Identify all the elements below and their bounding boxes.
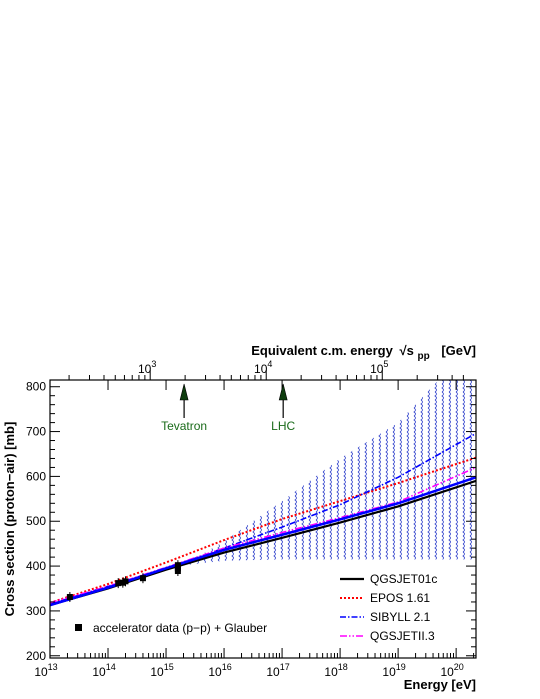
x-tick-label-base: 10 <box>324 665 338 679</box>
y-axis-ticks: 200 300 400 500 600 700 800 <box>26 380 476 663</box>
top-tick-label: 104 <box>254 359 272 376</box>
x-tick-label-exponent: 15 <box>164 662 174 672</box>
x-tick-label-base: 10 <box>150 665 164 679</box>
x-tick-label-base: 10 <box>34 665 48 679</box>
x-tick-label: 1020 <box>440 662 463 679</box>
top-tick-label-exponent: 4 <box>267 359 272 369</box>
x-axis-label: Energy [eV] <box>404 677 476 692</box>
energy-annotations: Tevatron LHC <box>161 383 296 433</box>
top-tick-label-base: 10 <box>254 362 268 376</box>
data-point <box>122 578 129 585</box>
top-axis-label: Equivalent c.m. energy √s pp [GeV] <box>251 343 476 362</box>
x-axis-ticks: 1013 1014 1015 1016 1017 1018 1019 1020 <box>34 380 475 679</box>
legend-label-qgsjetii: QGSJETII.3 <box>370 629 435 643</box>
data-point <box>174 562 181 569</box>
y-tick-label: 700 <box>26 425 46 439</box>
x-tick-label-exponent: 16 <box>222 662 232 672</box>
uncertainty-band <box>166 380 476 570</box>
uncertainty-band-layer <box>166 380 476 570</box>
x-tick-label-exponent: 17 <box>280 662 290 672</box>
top-axis-label-unit: [GeV] <box>441 343 476 358</box>
x-tick-label: 1014 <box>92 662 115 679</box>
x-tick-label-exponent: 14 <box>106 662 116 672</box>
legend-label-epos: EPOS 1.61 <box>370 591 430 605</box>
x-tick-label-base: 10 <box>266 665 280 679</box>
tevatron-label: Tevatron <box>161 419 207 433</box>
y-tick-label: 200 <box>26 649 46 663</box>
lhc-arrow-head <box>278 383 288 401</box>
top-tick-label-base: 10 <box>138 362 152 376</box>
plot-frame <box>49 379 477 659</box>
top-tick-label: 105 <box>370 359 388 376</box>
x-tick-label-exponent: 13 <box>48 662 58 672</box>
top-axis-label-prefix: Equivalent c.m. energy <box>251 343 393 358</box>
y-axis-label: Cross section (proton−air) [mb] <box>2 422 17 617</box>
top-tick-label-exponent: 3 <box>151 359 156 369</box>
x-tick-label-base: 10 <box>208 665 222 679</box>
legend: QGSJET01c EPOS 1.61 SIBYLL 2.1 QGSJETII.… <box>75 572 437 643</box>
lhc-label: LHC <box>271 419 295 433</box>
x-tick-label-exponent: 18 <box>338 662 348 672</box>
y-tick-label: 600 <box>26 469 46 483</box>
x-tick-label-base: 10 <box>92 665 106 679</box>
data-point <box>139 575 146 582</box>
legend-label-sibyll: SIBYLL 2.1 <box>370 610 431 624</box>
top-axis-label-symbol: √s <box>399 343 413 358</box>
top-axis-label-sub: pp <box>417 351 429 362</box>
x-tick-label-exponent: 19 <box>396 662 406 672</box>
top-axis-ticks: 103 104 105 <box>68 359 464 380</box>
legend-label-qgsjet01c: QGSJET01c <box>370 572 437 586</box>
legend-marker-accelerator-data <box>75 624 82 631</box>
data-point <box>115 580 122 587</box>
tevatron-arrow-head <box>179 383 189 401</box>
x-tick-label: 1016 <box>208 662 231 679</box>
x-tick-label-exponent: 20 <box>454 662 464 672</box>
x-tick-label-base: 10 <box>440 665 454 679</box>
top-tick-label: 103 <box>138 359 156 376</box>
x-tick-label: 1019 <box>382 662 405 679</box>
legend-label-accelerator-data: accelerator data (p−p) + Glauber <box>93 621 267 635</box>
x-tick-label: 1013 <box>34 662 57 679</box>
top-tick-label-base: 10 <box>370 362 384 376</box>
data-points-layer <box>66 560 181 603</box>
x-tick-label-base: 10 <box>382 665 396 679</box>
y-tick-label: 300 <box>26 604 46 618</box>
data-point <box>66 594 73 601</box>
x-tick-label: 1017 <box>266 662 289 679</box>
x-tick-label: 1015 <box>150 662 173 679</box>
y-tick-label: 500 <box>26 514 46 528</box>
x-tick-label: 1018 <box>324 662 347 679</box>
top-tick-label-exponent: 5 <box>383 359 388 369</box>
y-tick-label: 800 <box>26 380 46 394</box>
y-tick-label: 400 <box>26 559 46 573</box>
